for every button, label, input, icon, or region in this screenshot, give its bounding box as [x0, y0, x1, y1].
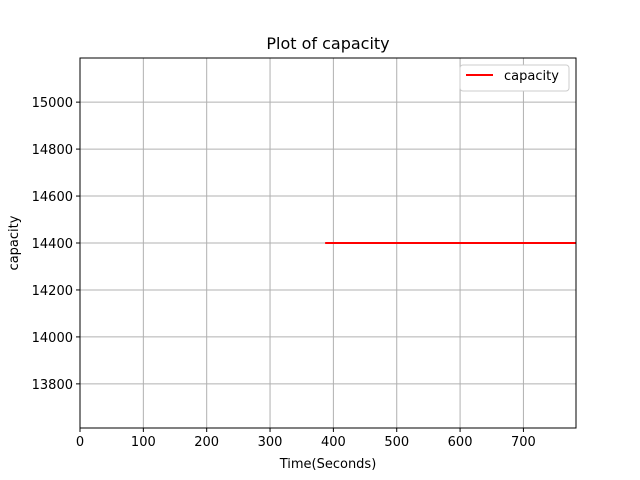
y-tick-label: 14000 — [32, 331, 73, 346]
y-tick-label: 14400 — [32, 237, 73, 252]
x-tick-label: 200 — [194, 435, 219, 450]
x-tick-label: 400 — [321, 435, 346, 450]
y-tick-label: 14600 — [32, 190, 73, 205]
y-tick-label: 15000 — [32, 96, 73, 111]
y-tick-label: 14200 — [32, 284, 73, 299]
y-tick-label: 13800 — [32, 378, 73, 393]
legend-label-capacity: capacity — [504, 69, 559, 84]
x-tick-label: 700 — [511, 435, 536, 450]
y-axis-title: capacity — [7, 215, 22, 270]
x-tick-label: 100 — [131, 435, 156, 450]
x-tick-label: 300 — [258, 435, 283, 450]
x-tick-label: 500 — [384, 435, 409, 450]
chart-title: Plot of capacity — [266, 34, 389, 53]
x-tick-label: 600 — [448, 435, 473, 450]
x-axis-title: Time(Seconds) — [279, 457, 377, 472]
x-tick-label: 0 — [76, 435, 84, 450]
legend: capacity — [459, 64, 570, 92]
legend-box — [459, 64, 570, 92]
grid-lines — [79, 58, 576, 428]
x-axis-ticks: 0 100 200 300 400 500 600 700 — [76, 428, 536, 450]
y-axis-ticks: 13800 14000 14200 14400 14600 14800 15000 — [32, 96, 80, 393]
y-tick-label: 14800 — [32, 143, 73, 158]
